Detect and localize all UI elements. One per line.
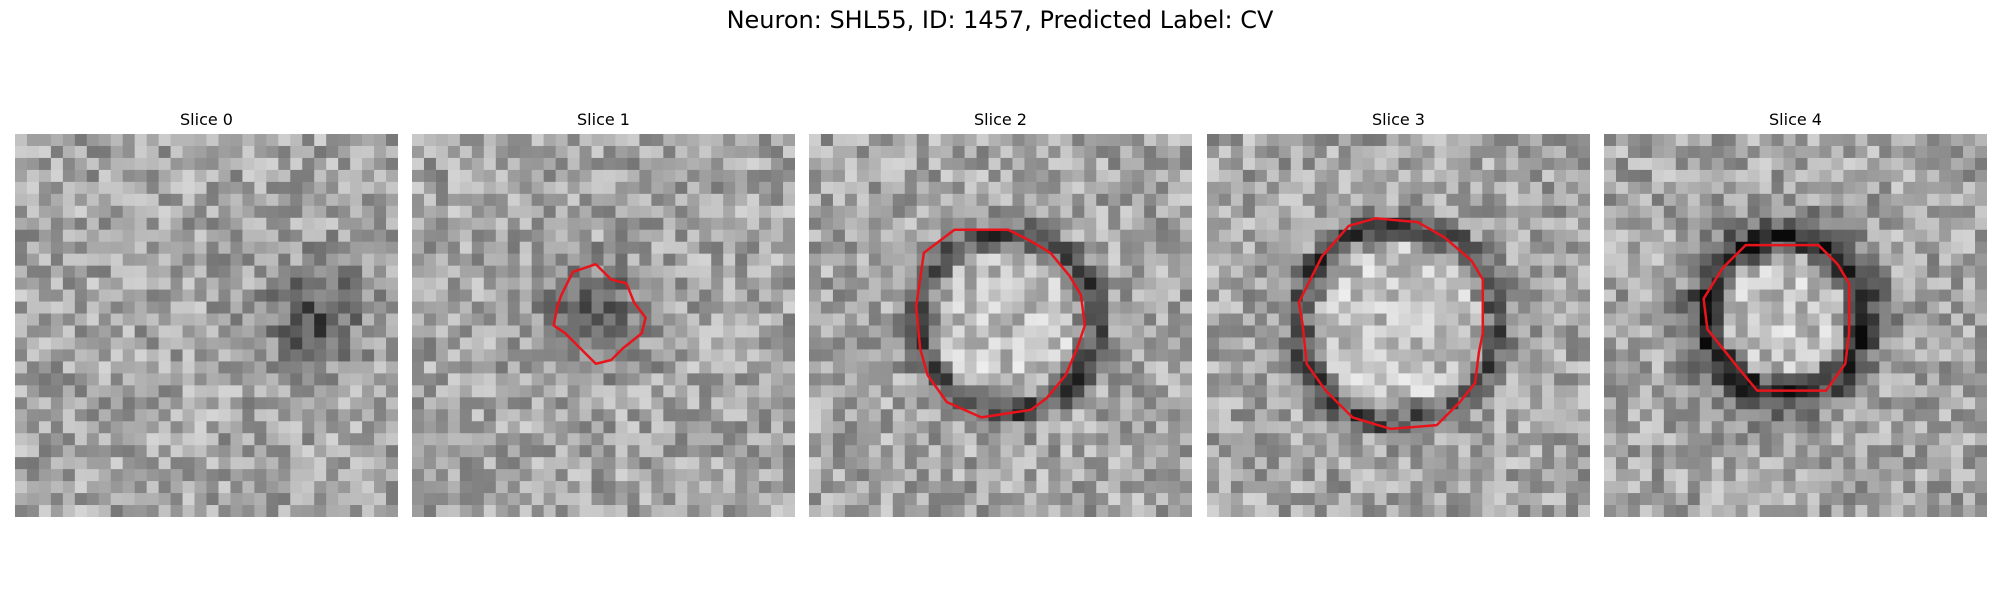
segmentation-outline: [1702, 243, 1851, 392]
slice-panel: Slice 2: [809, 110, 1192, 520]
slice-panel: Slice 1: [412, 110, 795, 520]
segmentation-outline: [914, 228, 1087, 419]
slice-image: [412, 134, 795, 517]
pixel-grid: [412, 134, 795, 517]
slice-svg: [809, 134, 1192, 517]
slice-panel: Slice 3: [1207, 110, 1590, 520]
slice-image: [809, 134, 1192, 517]
slice-panel: Slice 4: [1604, 110, 1987, 520]
slice-title: Slice 1: [577, 110, 630, 129]
slice-svg: [1207, 134, 1590, 517]
slice-svg: [1604, 134, 1987, 517]
slice-image: [15, 134, 398, 517]
segmentation-outline: [1297, 217, 1485, 431]
segmentation-outline: [552, 262, 647, 366]
pixel-grid: [1207, 134, 1590, 517]
pixel-grid: [1604, 134, 1987, 517]
slice-title: Slice 4: [1769, 110, 1822, 129]
slice-svg: [15, 134, 398, 517]
pixel-grid: [809, 134, 1192, 517]
slice-title: Slice 0: [180, 110, 233, 129]
pixel-grid: [15, 134, 398, 517]
slice-svg: [412, 134, 795, 517]
slice-image: [1207, 134, 1590, 517]
slice-title: Slice 3: [1372, 110, 1425, 129]
slice-title: Slice 2: [974, 110, 1027, 129]
slice-image: [1604, 134, 1987, 517]
slice-panel: Slice 0: [15, 110, 398, 520]
figure-title: Neuron: SHL55, ID: 1457, Predicted Label…: [726, 6, 1274, 34]
